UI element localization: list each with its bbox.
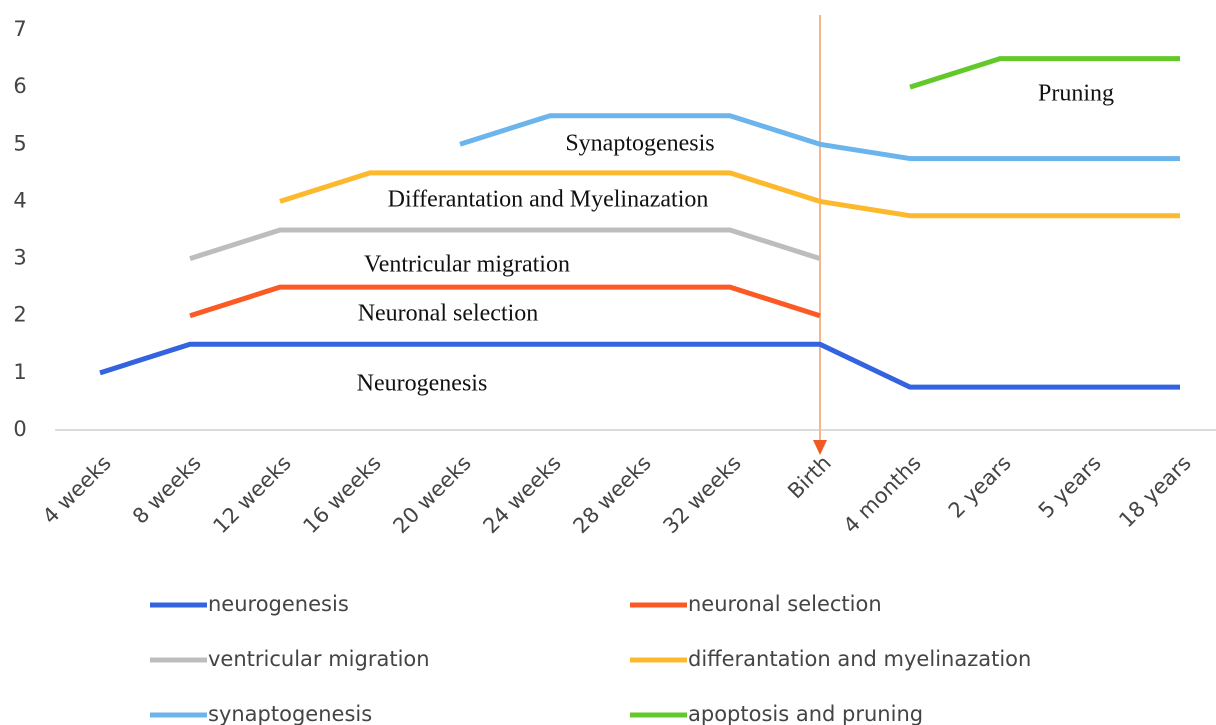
x-tick-label: 16 weeks: [298, 451, 385, 538]
x-tick-label: 8 weeks: [128, 451, 206, 529]
y-tick-label: 4: [13, 188, 26, 212]
y-tick-label: 0: [13, 417, 26, 441]
series-line: [189, 227, 821, 261]
x-tick-label: 24 weeks: [478, 451, 565, 538]
y-tick-label: 3: [13, 246, 26, 270]
legend-label: neurogenesis: [208, 592, 349, 616]
x-tick-label: 20 weeks: [388, 451, 475, 538]
legend-label: ventricular migration: [208, 647, 430, 671]
x-tick-label: 12 weeks: [208, 451, 295, 538]
legend-label: apoptosis and pruning: [688, 702, 923, 725]
x-tick-label: 4 months: [839, 451, 926, 538]
y-tick-label: 5: [13, 131, 26, 155]
y-tick-label: 7: [13, 17, 26, 41]
series-line: [459, 113, 1180, 162]
x-tick-label: 2 years: [944, 451, 1016, 523]
annotation: Synaptogenesis: [565, 131, 714, 157]
annotation: Ventricular migration: [364, 252, 570, 278]
series-line: [99, 341, 1180, 390]
annotation: Pruning: [1038, 81, 1114, 107]
x-tick-label: 4 weeks: [38, 451, 116, 529]
x-tick-label: 5 years: [1034, 451, 1106, 523]
birth-arrowhead: [813, 440, 827, 455]
x-tick-label: 18 years: [1114, 451, 1195, 532]
series-line: [909, 56, 1180, 90]
x-tick-label: 32 weeks: [658, 451, 745, 538]
y-tick-label: 2: [13, 303, 26, 327]
annotation: Neuronal selection: [358, 301, 539, 327]
legend-label: differantation and myelinazation: [688, 647, 1031, 671]
x-tick-label: Birth: [783, 451, 836, 504]
y-tick-label: 6: [13, 74, 26, 98]
annotation: Neurogenesis: [357, 371, 488, 397]
annotation: Differantation and Myelinazation: [388, 187, 709, 213]
x-tick-label: 28 weeks: [568, 451, 655, 538]
legend-label: neuronal selection: [688, 592, 882, 616]
y-tick-label: 1: [13, 360, 26, 384]
series-line: [189, 284, 821, 319]
legend-label: synaptogenesis: [208, 702, 372, 725]
series-line: [279, 170, 1180, 219]
